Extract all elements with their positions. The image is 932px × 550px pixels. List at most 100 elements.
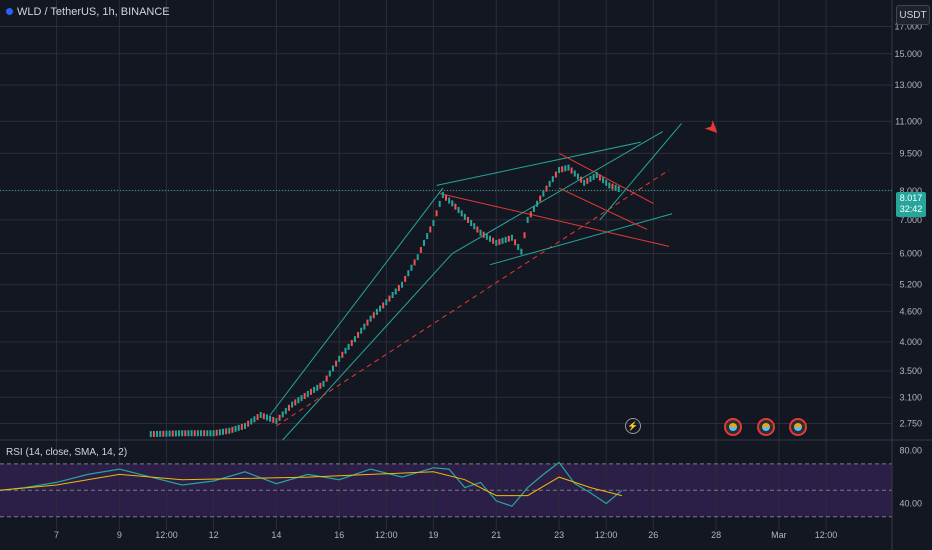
drawing-trendline xyxy=(599,123,682,221)
status-dot-icon xyxy=(6,8,13,15)
price-candle xyxy=(448,197,451,204)
price-candle xyxy=(385,299,388,306)
price-candle xyxy=(510,234,513,241)
lightning-icon[interactable]: ⚡ xyxy=(625,418,641,434)
price-candle xyxy=(485,233,488,240)
price-candle xyxy=(397,285,400,292)
price-candle xyxy=(466,216,469,223)
price-candle xyxy=(325,375,328,382)
price-candle xyxy=(278,414,281,421)
price-tick-label: 3.100 xyxy=(899,392,922,402)
price-candle xyxy=(586,177,589,184)
price-candle xyxy=(275,418,278,425)
price-candle xyxy=(608,182,611,189)
time-tick-label: 26 xyxy=(648,530,658,540)
price-candle xyxy=(174,430,177,437)
time-tick-label: 7 xyxy=(54,530,59,540)
price-candle xyxy=(234,425,237,432)
price-candle xyxy=(407,270,410,277)
event-icon[interactable] xyxy=(789,418,807,436)
time-tick-label: 9 xyxy=(117,530,122,540)
price-candle xyxy=(564,165,567,172)
price-candle xyxy=(300,395,303,402)
price-tick-label: 7.000 xyxy=(899,215,922,225)
event-icon[interactable] xyxy=(757,418,775,436)
price-candle xyxy=(269,415,272,422)
drawing-trendline xyxy=(452,131,663,254)
price-candle xyxy=(294,399,297,406)
price-tick-label: 6.000 xyxy=(899,249,922,259)
price-candle xyxy=(265,414,268,421)
price-candle xyxy=(391,291,394,298)
price-candle xyxy=(457,207,460,214)
price-candle xyxy=(256,414,259,421)
drawing-channel xyxy=(558,152,654,204)
price-candle xyxy=(545,185,548,192)
price-candle xyxy=(576,173,579,180)
price-candle xyxy=(303,393,306,400)
price-candle xyxy=(429,226,432,233)
price-candle xyxy=(561,166,564,173)
price-candle xyxy=(435,210,438,217)
price-candle xyxy=(488,235,491,242)
price-candle xyxy=(504,236,507,243)
price-candle xyxy=(617,186,620,193)
price-candle xyxy=(200,430,203,437)
price-candle xyxy=(203,430,206,437)
price-candle xyxy=(567,164,570,171)
drawing-channel xyxy=(269,187,444,416)
price-candle xyxy=(416,254,419,261)
price-candle xyxy=(152,431,155,438)
price-candle xyxy=(602,177,605,184)
price-tick-label: 2.750 xyxy=(899,419,922,429)
price-candle xyxy=(159,430,162,437)
price-candle xyxy=(171,430,174,437)
price-candle xyxy=(347,343,350,350)
price-candle xyxy=(438,200,441,207)
price-candle xyxy=(394,288,397,295)
price-candle xyxy=(379,305,382,312)
price-candle xyxy=(196,430,199,437)
price-candle xyxy=(297,397,300,404)
price-candle xyxy=(479,229,482,236)
rsi-indicator-label[interactable]: RSI (14, close, SMA, 14, 2) xyxy=(6,447,128,458)
price-candle xyxy=(423,239,426,246)
price-candle xyxy=(514,239,517,246)
price-candle xyxy=(222,428,224,435)
price-candle xyxy=(542,190,545,197)
rsi-tick-label: 80.00 xyxy=(899,446,922,456)
price-candle xyxy=(382,302,385,309)
price-candle xyxy=(306,390,309,397)
price-candle xyxy=(476,226,479,233)
price-candle xyxy=(366,319,369,326)
time-tick-label: 23 xyxy=(554,530,564,540)
price-candle xyxy=(501,237,504,244)
price-candle xyxy=(445,194,447,201)
drawing-trendline xyxy=(276,169,670,427)
price-candle xyxy=(460,210,463,217)
price-candle xyxy=(319,382,322,389)
price-candle xyxy=(313,386,316,393)
price-candle xyxy=(451,200,454,207)
price-candle xyxy=(539,195,542,202)
price-candle xyxy=(583,179,586,186)
price-tick-label: 4.000 xyxy=(899,337,922,347)
event-icon[interactable] xyxy=(724,418,742,436)
price-candle xyxy=(291,401,294,408)
price-tick-label: 11.000 xyxy=(895,116,922,126)
drawing-channel xyxy=(282,253,453,441)
time-tick-label: 12 xyxy=(209,530,219,540)
price-candle xyxy=(206,430,209,437)
price-candle xyxy=(498,238,501,245)
time-tick-label: 12:00 xyxy=(815,530,838,540)
price-candle xyxy=(338,355,341,362)
price-candle xyxy=(419,246,422,253)
currency-button[interactable]: USDT xyxy=(896,5,930,25)
price-candle xyxy=(341,351,344,358)
price-candle xyxy=(253,416,256,423)
time-tick-label: 12:00 xyxy=(375,530,398,540)
symbol-title-text: WLD / TetherUS, 1h, BINANCE xyxy=(17,6,170,18)
price-candle xyxy=(529,211,532,218)
price-candle xyxy=(240,423,243,430)
